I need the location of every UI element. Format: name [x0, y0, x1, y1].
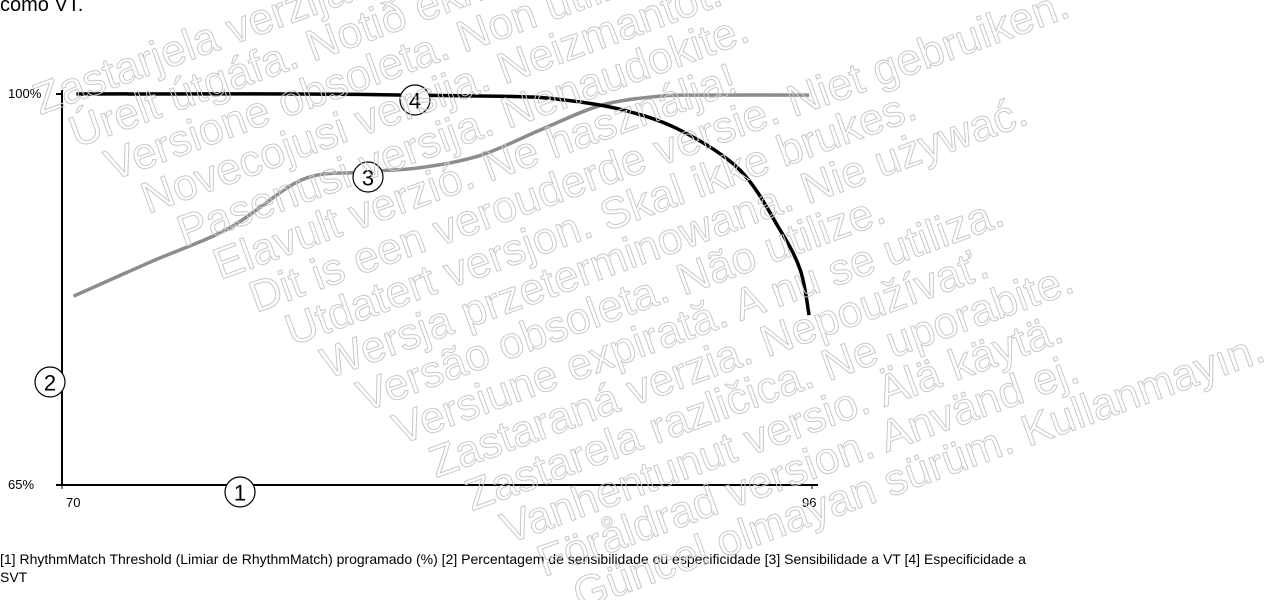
- y-axis-callout: 2: [44, 371, 56, 396]
- x-tick-label: 96: [802, 495, 816, 510]
- series-callout-circle: [399, 84, 431, 116]
- x-axis-callout: 1: [234, 481, 246, 506]
- series-callout-circle: [352, 161, 384, 193]
- x-axis-callout-circle: [224, 476, 256, 508]
- y-tick-label: 100%: [8, 86, 42, 101]
- y-tick-label: 65%: [8, 477, 34, 492]
- series-line: [76, 92, 811, 316]
- series-callout: 4: [409, 89, 421, 114]
- x-tick-label: 70: [66, 495, 80, 510]
- caption: [1] RhythmMatch Threshold (Limiar de Rhy…: [0, 551, 1026, 585]
- series-callout: 3: [362, 166, 374, 191]
- header-text: como VT.: [0, 0, 84, 16]
- series-line: [72, 93, 810, 298]
- y-axis-callout-circle: [34, 366, 66, 398]
